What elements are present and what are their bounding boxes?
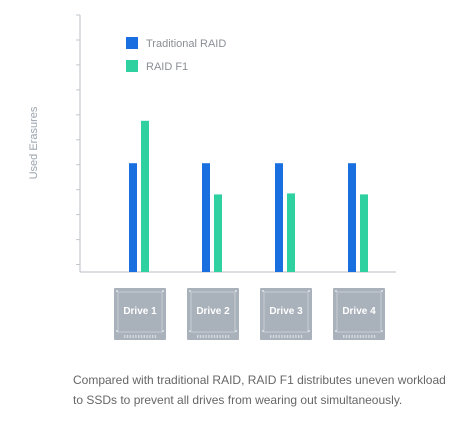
drive-connector-pin [300,335,303,338]
bars [129,120,368,272]
drive-connector-pin [295,335,297,338]
drive-connector-pin [365,335,367,338]
drive-connector-pin [216,335,218,338]
drive-label: Drive 3 [269,306,303,317]
drive-connector-pin [345,335,348,338]
bar-raid-f1-drive-4 [360,194,368,272]
drive-screw [162,330,164,332]
ssd-drive-icon: Drive 4 [333,288,385,340]
drive-label: Drive 4 [342,306,376,317]
drive-connector-pin [211,335,213,338]
drive-label: Drive 2 [196,306,230,317]
drive-screw [189,290,191,292]
drive-connector-pin [289,335,291,338]
y-ticks [76,14,80,265]
y-axis-label: Used Erasures [28,106,40,179]
drive-screw [335,290,337,292]
drive-connector-pin [199,335,202,338]
drive-connector-pin [278,335,280,338]
drive-panel [190,291,236,333]
drive-connector-pin [343,335,345,338]
bar-traditional-raid-drive-1 [129,163,137,272]
drive-connector-pin [284,335,286,338]
drive-connector-pin [140,335,143,338]
drive-connector-pin [208,335,210,338]
ssd-drive-icon: Drive 2 [187,288,239,340]
drive-connector-pin [286,335,289,338]
drive-icons: Drive 1 Drive 2 Drive 3 Drive 4 [114,288,385,340]
bar-raid-f1-drive-1 [141,120,149,272]
drive-connector-pin [124,335,126,338]
legend: Traditional RAID RAID F1 [126,37,226,73]
drive-body [333,288,385,340]
bar-raid-f1-drive-3 [287,193,295,272]
drive-screw [308,290,310,292]
drive-connector-pin [225,335,227,338]
legend-swatch-raid-f1 [126,60,138,72]
drive-connector-pin [219,335,221,338]
drive-panel [336,291,382,333]
bar-chart: Used Erasures Traditional RAID RAID F1 D… [28,14,396,340]
drive-connector-pin [368,335,370,338]
drive-screw [189,330,191,332]
drive-connector-pin [149,335,151,338]
drive-connector-pin [146,335,148,338]
drive-connector-pin [126,335,129,338]
drive-connector-pin [132,335,134,338]
drive-screw [262,330,264,332]
drive-connector-pin [362,335,364,338]
drive-body [114,288,166,340]
drive-connector-pin [357,335,359,338]
bar-raid-f1-drive-2 [214,194,222,272]
bar-traditional-raid-drive-4 [348,163,356,272]
drive-connector-pin [371,335,373,338]
drive-connector-pin [135,335,137,338]
drive-screw [235,290,237,292]
drive-connector-pin [348,335,350,338]
drive-screw [116,290,118,292]
drive-connector-pin [373,335,376,338]
legend-label-raid-f1: RAID F1 [146,61,188,73]
drive-connector-pin [292,335,294,338]
drive-panel [263,291,309,333]
caption: Compared with traditional RAID, RAID F1 … [73,373,446,407]
bar-traditional-raid-drive-2 [202,163,210,272]
drive-connector-pin [152,335,154,338]
bar-traditional-raid-drive-3 [275,163,283,272]
drive-body [260,288,312,340]
drive-connector-pin [281,335,283,338]
drive-screw [381,330,383,332]
drive-connector-pin [351,335,353,338]
drive-connector-pin [298,335,300,338]
ssd-drive-icon: Drive 3 [260,288,312,340]
ssd-drive-icon: Drive 1 [114,288,166,340]
drive-screw [262,290,264,292]
drive-connector-pin [205,335,207,338]
drive-screw [308,330,310,332]
legend-swatch-traditional-raid [126,37,138,49]
drive-connector-pin [222,335,224,338]
drive-connector-pin [354,335,356,338]
drive-body [187,288,239,340]
drive-screw [381,290,383,292]
drive-connector-pin [227,335,230,338]
drive-connector-pin [197,335,199,338]
drive-screw [335,330,337,332]
drive-connector-pin [272,335,275,338]
drive-connector-pin [154,335,157,338]
drive-screw [116,330,118,332]
drive-connector-pin [213,335,216,338]
drive-label: Drive 1 [123,306,157,317]
drive-connector-pin [129,335,131,338]
drive-connector-pin [270,335,272,338]
drive-screw [162,290,164,292]
drive-screw [235,330,237,332]
drive-connector-pin [359,335,362,338]
drive-connector-pin [275,335,277,338]
drive-connector-pin [202,335,204,338]
drive-panel [117,291,163,333]
drive-connector-pin [138,335,140,338]
legend-label-traditional-raid: Traditional RAID [146,38,226,50]
drive-connector-pin [143,335,145,338]
